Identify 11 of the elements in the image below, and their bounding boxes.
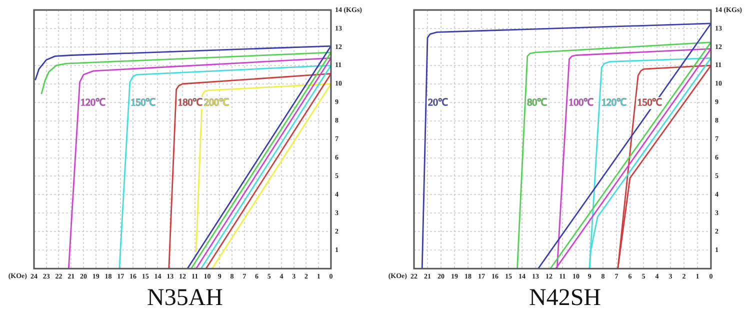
series-label: 120℃ — [80, 98, 106, 109]
series-label: 80℃ — [527, 98, 548, 109]
series-label: 20℃ — [428, 98, 448, 109]
text: N35AH — [146, 285, 224, 312]
series-label: 120℃ — [601, 98, 626, 109]
text: N42SH — [528, 285, 602, 312]
series-label: 200℃ — [204, 98, 229, 109]
series-label: 180℃ — [178, 98, 203, 109]
series-label: 100℃ — [568, 98, 594, 109]
series-label: 150℃ — [637, 98, 662, 109]
series-label: 150℃ — [130, 98, 156, 109]
